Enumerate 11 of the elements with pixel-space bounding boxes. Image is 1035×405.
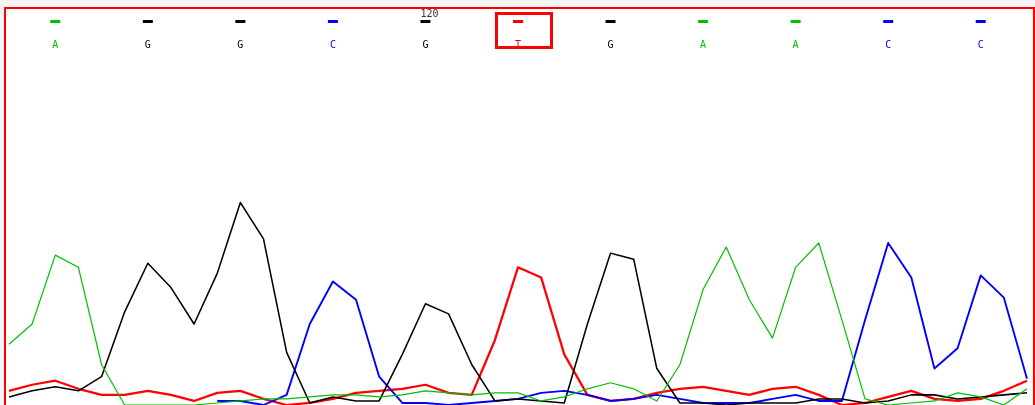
x-tick-label: G [607, 39, 614, 51]
x-tick-label: A [792, 39, 799, 51]
x-tick-label: A [52, 39, 59, 51]
x-tick-label: C [329, 39, 336, 51]
text: 120 [420, 8, 439, 19]
x-tick-label: A [700, 39, 707, 51]
x-tick-label: C [977, 39, 984, 51]
x-tick-label: G [144, 39, 151, 51]
x-tick-label: G [237, 39, 244, 51]
x-tick-label: C [885, 39, 892, 51]
x-tick-label: G [422, 39, 429, 51]
